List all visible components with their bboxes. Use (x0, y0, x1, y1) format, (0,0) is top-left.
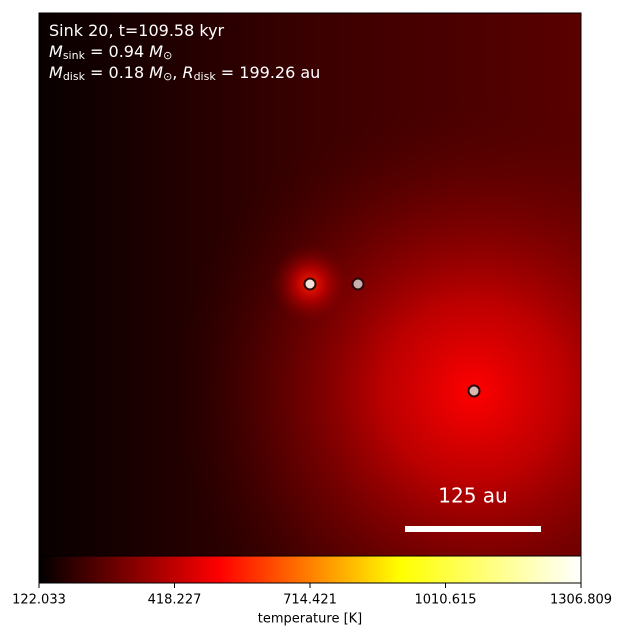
tick-label: 1306.809 (550, 593, 612, 608)
text: = 199.26 au (216, 63, 321, 82)
text: , (172, 63, 182, 82)
text: sink (63, 49, 86, 62)
text: ⊙ (163, 49, 172, 62)
text: = 0.94 (85, 42, 149, 61)
annotation-line: Sink 20, t=109.58 kyr (49, 21, 225, 40)
text: M (49, 63, 63, 82)
text: M (149, 42, 163, 61)
tick-label: 714.421 (283, 593, 337, 608)
text: disk (194, 70, 217, 83)
scale-bar (405, 526, 541, 532)
annotation-line: Msink = 0.94 M⊙ (49, 42, 172, 63)
tick-label: 122.033 (12, 593, 66, 608)
sink (351, 277, 365, 291)
scale-bar-label: 125 au (438, 484, 507, 508)
tick-label: 418.227 (148, 593, 202, 608)
annotation-line: Mdisk = 0.18 M⊙, Rdisk = 199.26 au (49, 63, 320, 84)
map: 125 au (38, 12, 582, 557)
text: ⊙ (163, 70, 172, 83)
text: = 0.18 (85, 63, 149, 82)
sink (303, 277, 317, 291)
text: disk (63, 70, 86, 83)
text: M (49, 42, 63, 61)
text: R (182, 63, 193, 82)
sink (467, 384, 481, 398)
colorbar (38, 555, 582, 584)
text: Sink 20, t=109.58 kyr (49, 21, 225, 40)
colorbar-label: temperature [K] (258, 612, 363, 627)
colorbar-axis: 122.033 418.227 714.421 1010.615 1306.809 (12, 583, 612, 608)
tick-label: 1010.615 (414, 593, 476, 608)
text: M (149, 63, 163, 82)
